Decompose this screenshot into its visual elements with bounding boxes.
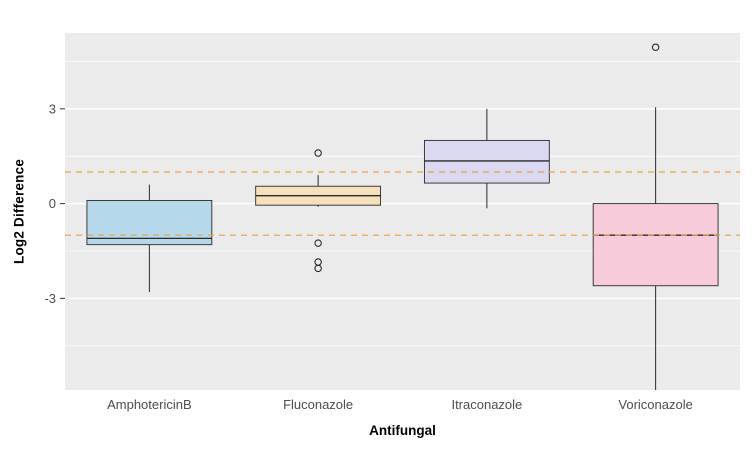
- outlier-fluconazole: [314, 264, 322, 273]
- y-tick-label: 3: [49, 101, 56, 116]
- outlier-fluconazole: [314, 149, 322, 157]
- x-tick-label-voriconazole: Voriconazole: [618, 397, 692, 412]
- outlier-fluconazole: [314, 239, 322, 247]
- box-itraconazole: [423, 139, 550, 184]
- x-tick-label-amphotericinb: AmphotericinB: [107, 397, 192, 412]
- y-tick-label: -3: [44, 291, 56, 306]
- box-voriconazole: [592, 203, 719, 287]
- box-amphotericinb: [86, 199, 213, 246]
- x-tick-label-itraconazole: Itraconazole: [451, 397, 522, 412]
- x-axis-title: Antifungal: [369, 423, 436, 438]
- outlier-voriconazole: [651, 43, 660, 51]
- y-axis-title: Log2 Difference: [11, 158, 27, 265]
- x-tick-label-fluconazole: Fluconazole: [283, 397, 353, 412]
- y-tick-label: 0: [49, 196, 56, 211]
